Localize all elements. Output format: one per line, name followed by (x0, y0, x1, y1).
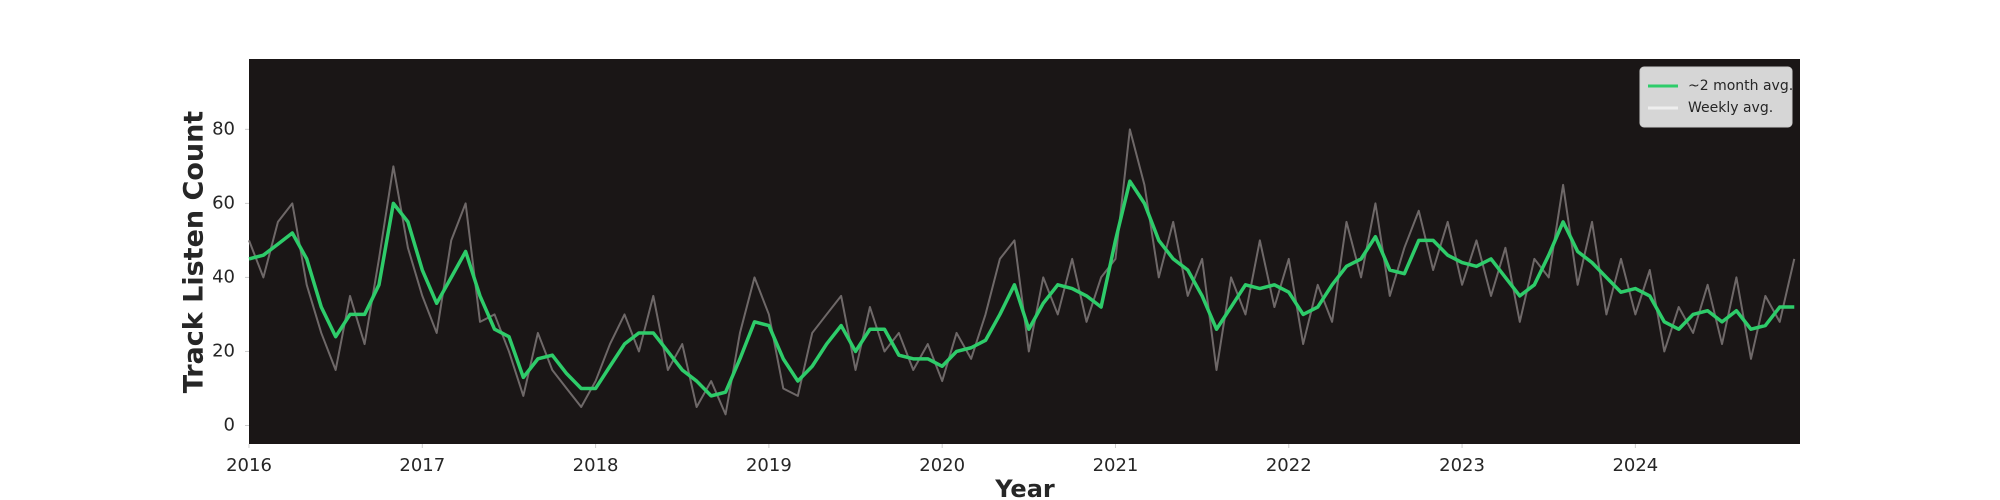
y-tick-label: 20 (212, 340, 235, 361)
x-tick-label: 2019 (746, 455, 792, 476)
legend: ~2 month avg. Weekly avg. (1639, 66, 1793, 128)
y-axis-label: Track Listen Count (179, 111, 210, 394)
x-tick-label: 2021 (1093, 455, 1139, 476)
x-tick-label: 2020 (919, 455, 965, 476)
x-tick-label: 2018 (573, 455, 619, 476)
y-tick-label: 80 (212, 118, 235, 139)
x-tick-label: 2016 (226, 455, 272, 476)
x-axis-label: Year (994, 475, 1055, 500)
x-tick-label: 2023 (1439, 455, 1485, 476)
x-tick-label: 2022 (1266, 455, 1312, 476)
y-tick-label: 40 (212, 266, 235, 287)
legend-label: ~2 month avg. (1688, 78, 1793, 94)
legend-label: Weekly avg. (1688, 100, 1773, 116)
legend-box (1639, 66, 1793, 128)
series-line (248, 128, 1796, 416)
x-tick-label: 2017 (399, 455, 445, 476)
plot-background (249, 59, 1800, 444)
series-line (248, 179, 1795, 398)
y-tick-label: 0 (224, 414, 235, 435)
x-tick-label: 2024 (1612, 455, 1658, 476)
y-tick-label: 60 (212, 192, 235, 213)
